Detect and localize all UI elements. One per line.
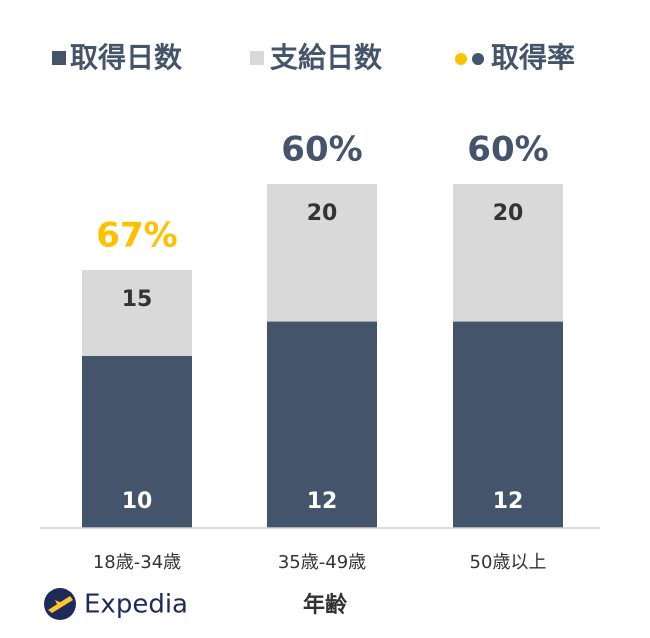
rate-label: 67% (96, 216, 177, 256)
x-axis-label: 年齢 (303, 592, 348, 618)
legend-label: 取得率 (491, 41, 575, 74)
legend-label: 取得日数 (70, 41, 183, 74)
value-label: 12 (493, 489, 524, 514)
x-tick-label: 50歳以上 (470, 552, 547, 573)
rate-label: 60% (281, 130, 362, 170)
bar-taken (267, 321, 377, 528)
logo-plane (48, 596, 73, 613)
value-label: 12 (307, 489, 338, 514)
x-tick-label: 18歳-34歳 (93, 552, 181, 573)
value-label: 10 (122, 489, 153, 514)
legend-dot (455, 53, 467, 65)
value-label: 15 (122, 287, 153, 312)
bar-taken (453, 321, 563, 528)
rate-label: 60% (467, 130, 548, 170)
value-label: 20 (307, 201, 338, 226)
legend-swatch (52, 51, 66, 65)
brand-name: Expedia (84, 590, 188, 620)
x-tick-label: 35歳-49歳 (278, 552, 366, 573)
brand-logo: Expedia (44, 588, 188, 620)
legend-swatch (250, 51, 264, 65)
value-label: 20 (493, 201, 524, 226)
bar-taken (82, 356, 192, 528)
legend-label: 支給日数 (270, 41, 383, 74)
legend-dot (472, 53, 484, 65)
